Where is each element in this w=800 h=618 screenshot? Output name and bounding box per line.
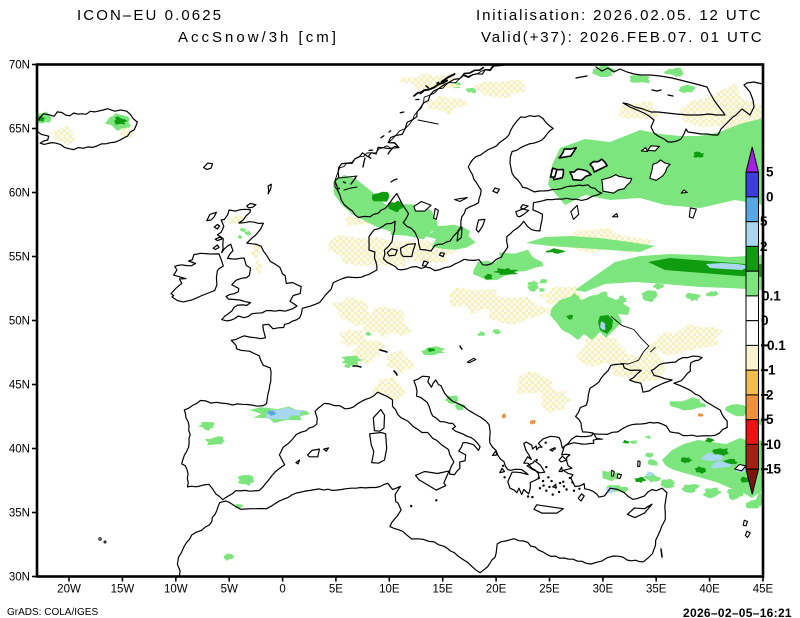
svg-text:15E: 15E bbox=[432, 584, 453, 596]
svg-text:70N: 70N bbox=[9, 60, 30, 72]
svg-text:2: 2 bbox=[766, 387, 774, 402]
svg-text:25E: 25E bbox=[539, 584, 560, 596]
svg-text:50N: 50N bbox=[9, 316, 30, 328]
svg-text:5: 5 bbox=[766, 165, 774, 180]
svg-text:35N: 35N bbox=[9, 508, 30, 520]
svg-text:5: 5 bbox=[766, 412, 774, 427]
svg-text:45N: 45N bbox=[9, 380, 30, 392]
svg-text:45E: 45E bbox=[753, 584, 774, 596]
svg-text:0.1: 0.1 bbox=[762, 288, 781, 303]
svg-text:5E: 5E bbox=[329, 584, 343, 596]
svg-text:20W: 20W bbox=[57, 584, 81, 596]
svg-text:5: 5 bbox=[760, 214, 768, 229]
svg-text:1: 1 bbox=[768, 363, 776, 378]
svg-text:15: 15 bbox=[766, 462, 782, 477]
svg-text:0: 0 bbox=[766, 189, 774, 204]
svg-text:30N: 30N bbox=[9, 572, 30, 584]
svg-text:60N: 60N bbox=[9, 188, 30, 200]
svg-text:0: 0 bbox=[761, 313, 769, 328]
svg-text:10: 10 bbox=[766, 437, 781, 452]
svg-text:55N: 55N bbox=[9, 252, 30, 264]
svg-text:10W: 10W bbox=[164, 584, 188, 596]
svg-text:30E: 30E bbox=[593, 584, 614, 596]
svg-text:5W: 5W bbox=[221, 584, 238, 596]
svg-text:15W: 15W bbox=[111, 584, 135, 596]
svg-text:2: 2 bbox=[760, 239, 768, 254]
svg-text:10E: 10E bbox=[379, 584, 400, 596]
svg-text:0.1: 0.1 bbox=[767, 338, 786, 353]
svg-text:65N: 65N bbox=[9, 124, 30, 136]
svg-text:40N: 40N bbox=[9, 444, 30, 456]
svg-text:0: 0 bbox=[279, 584, 285, 596]
svg-text:35E: 35E bbox=[646, 584, 667, 596]
svg-text:40E: 40E bbox=[699, 584, 720, 596]
svg-text:20E: 20E bbox=[486, 584, 507, 596]
